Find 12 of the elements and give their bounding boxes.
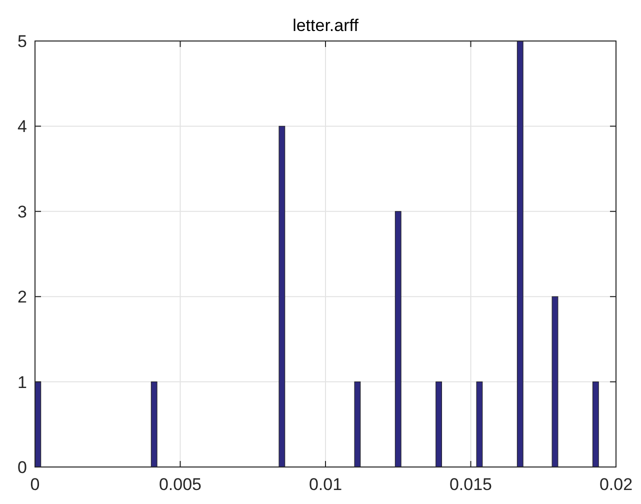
x-tick-label: 0.005 xyxy=(158,475,202,494)
x-tick-label: 0.02 xyxy=(599,475,633,494)
x-tick-label: 0.01 xyxy=(308,475,342,494)
chart-title: letter.arff xyxy=(292,16,359,35)
y-tick-label: 1 xyxy=(18,372,27,392)
y-tick-label: 4 xyxy=(18,117,27,136)
x-tick-label: 0 xyxy=(30,475,40,494)
y-tick-label: 2 xyxy=(18,288,27,307)
x-tick-label: 0.015 xyxy=(449,475,492,494)
y-tick-label: 5 xyxy=(18,32,27,51)
y-tick-label: 3 xyxy=(18,202,27,222)
y-tick-label: 0 xyxy=(18,458,27,477)
